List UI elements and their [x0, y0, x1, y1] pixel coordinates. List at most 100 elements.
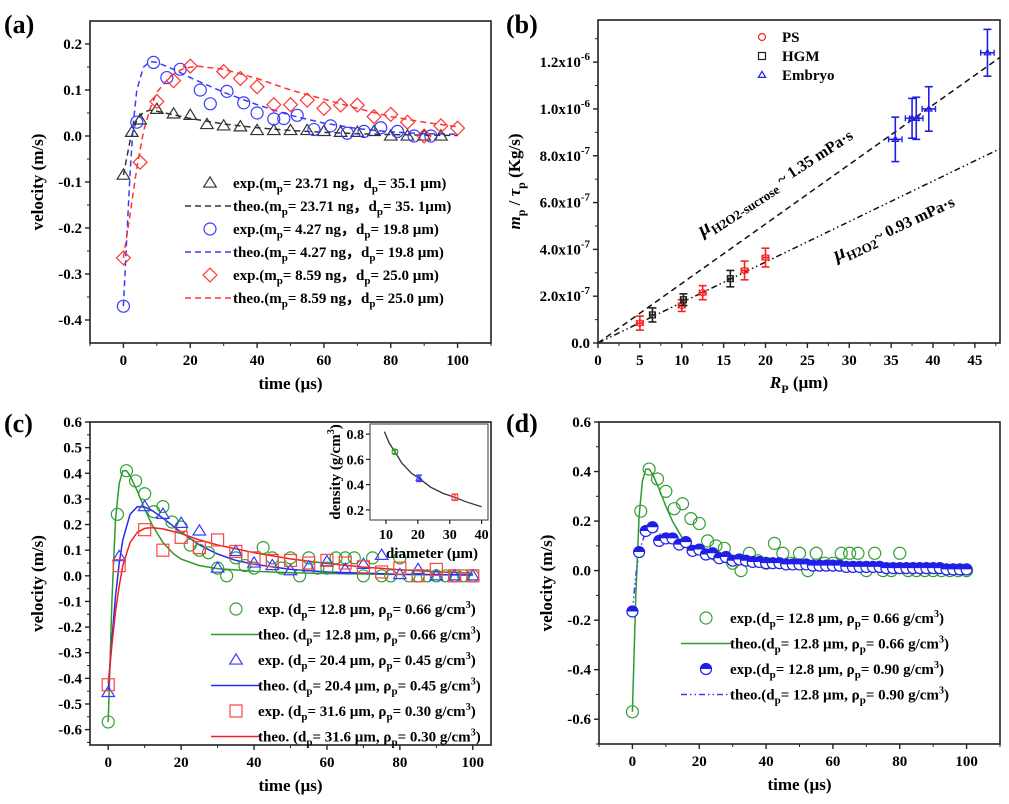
inset-title-part: density (g/cm [328, 434, 344, 520]
legend-label: exp.(dp= 12.8 µm, ρp= 0.66 g/cm3) [730, 609, 944, 630]
data-point [646, 521, 659, 534]
data-point [400, 128, 415, 141]
legend-marker-symbol [202, 267, 218, 283]
y-axis-title: velocity (m/s) [28, 134, 47, 231]
y-tick-label: 6.0x10-7 [540, 192, 591, 212]
data-point [393, 561, 407, 575]
legend-superscript: 3 [471, 728, 476, 739]
legend-superscript: 3 [466, 600, 471, 611]
data-point [924, 104, 934, 112]
inset-x-tick-label: 20 [411, 528, 425, 543]
data-point [246, 555, 262, 568]
data-point [293, 569, 307, 583]
data-point [124, 125, 140, 137]
legend-text-part: = 20.4 µm, ρ [312, 679, 391, 695]
x-tick-label: 80 [892, 754, 907, 770]
legend-text-part: ) [476, 679, 481, 695]
data-point [220, 84, 234, 98]
data-point [174, 530, 188, 544]
y-tick-label: -0.2 [567, 613, 591, 629]
data-point [632, 545, 646, 559]
data-point [320, 561, 334, 575]
axis-title-part: τ [505, 188, 524, 196]
data-point [274, 561, 288, 575]
data-point [201, 546, 216, 560]
panel-label-c: (c) [4, 409, 33, 438]
error-bar [887, 116, 903, 163]
legend-item: exp.(dp= 12.8 µm, ρp= 0.90 g/cm3) [699, 660, 944, 681]
data-point [356, 557, 371, 569]
legend-text-part: exp.(d [730, 662, 770, 678]
data-point [648, 311, 657, 319]
y-tick-label: 0.0 [572, 564, 591, 580]
x-tick-label: 40 [247, 755, 262, 771]
plot-frame [597, 19, 1001, 344]
legend-superscript: 3 [934, 660, 939, 671]
panel-c: 0 20 40 60 80 100 -0.6 -0.5 -0.4 -0.3 -0.2 -0.1 0.0 0… [28, 415, 492, 795]
data-point [679, 296, 688, 304]
data-point [392, 567, 408, 580]
data-point [283, 563, 298, 576]
legend-marker-symbol [202, 175, 218, 188]
legend-superscript: 3 [466, 651, 471, 662]
y-tick-label: 1.2x10-6 [540, 51, 591, 71]
x-tick-label: 20 [758, 353, 773, 369]
marker-fill [961, 563, 973, 570]
inset-marker [415, 474, 424, 481]
data-point [433, 118, 449, 134]
inset-marker [391, 448, 399, 456]
legend-text-part: = 8.59 ng，d [283, 268, 365, 284]
marker-fill [667, 532, 679, 539]
legend-text-part: = 12.8 µm, ρ [312, 628, 391, 644]
legend-label: theo.(dp= 12.8 µm, ρp= 0.90 g/cm3) [730, 686, 949, 707]
legend-item: theo.(mp= 4.27 ng，dp= 19.8 µm) [185, 245, 444, 264]
y-tick-label: 0.0 [63, 569, 82, 585]
legend-text-part: theo. (d [258, 679, 307, 695]
data-point [320, 553, 334, 568]
tick-mantissa: 6.0x10 [540, 196, 581, 212]
error-bar [635, 315, 644, 331]
data-point [324, 119, 338, 133]
y-tick-label: 0.6 [63, 415, 82, 431]
legend-text-part: = 4.27 ng，d [288, 245, 370, 261]
data-point [868, 546, 882, 560]
legend-marker-symbol [757, 70, 767, 78]
x-tick-label: 45 [967, 353, 982, 369]
data-point [337, 562, 353, 575]
data-point [128, 474, 143, 488]
data-point [893, 546, 907, 560]
tick-exponent: -6 [581, 51, 591, 63]
x-axis-title: time (µs) [767, 775, 831, 794]
data-point [191, 523, 207, 536]
x-tick-label: 60 [825, 754, 840, 770]
x-tick-label: 40 [759, 754, 774, 770]
legend-label: theo.(mp= 8.59 ng，dp= 25.0 µm) [233, 291, 444, 310]
legend-superscript: 3 [471, 677, 476, 688]
panel-d: 0 20 40 60 80 100 -0.6 -0.4 -0.2 0.0 0.2 0.4 0.6 velo… [537, 415, 1001, 794]
legend-text-part: = 31.6 µm, ρ [312, 730, 391, 746]
legend-text-part: exp. (d [258, 704, 302, 720]
legend-text-part: exp. (d [258, 653, 302, 669]
legend-item: theo.(mp= 23.71 ng，dp= 35. 1µm) [185, 199, 451, 218]
data-point [229, 544, 243, 559]
legend-subscript: p [306, 686, 312, 698]
data-point [232, 70, 249, 87]
y-tick-label: -0.5 [58, 697, 82, 713]
error-bar [679, 293, 688, 307]
series-line-5 [122, 65, 458, 259]
x-tick-label: 0 [594, 353, 602, 369]
data-point [912, 114, 921, 121]
data-point [366, 108, 382, 125]
data-point [447, 568, 462, 581]
data-point [283, 553, 298, 568]
legend-text-part: theo.(m [233, 199, 282, 215]
data-point [349, 125, 365, 137]
legend-subscript: p [855, 669, 861, 681]
plot-area [100, 464, 481, 729]
inset-data-point [415, 474, 424, 483]
legend-text-part: = 12.8 µm, ρ [776, 611, 855, 627]
inset-x-tick-label: 30 [443, 528, 457, 543]
legend-subscript: p [301, 609, 307, 621]
error-bar [980, 28, 995, 77]
